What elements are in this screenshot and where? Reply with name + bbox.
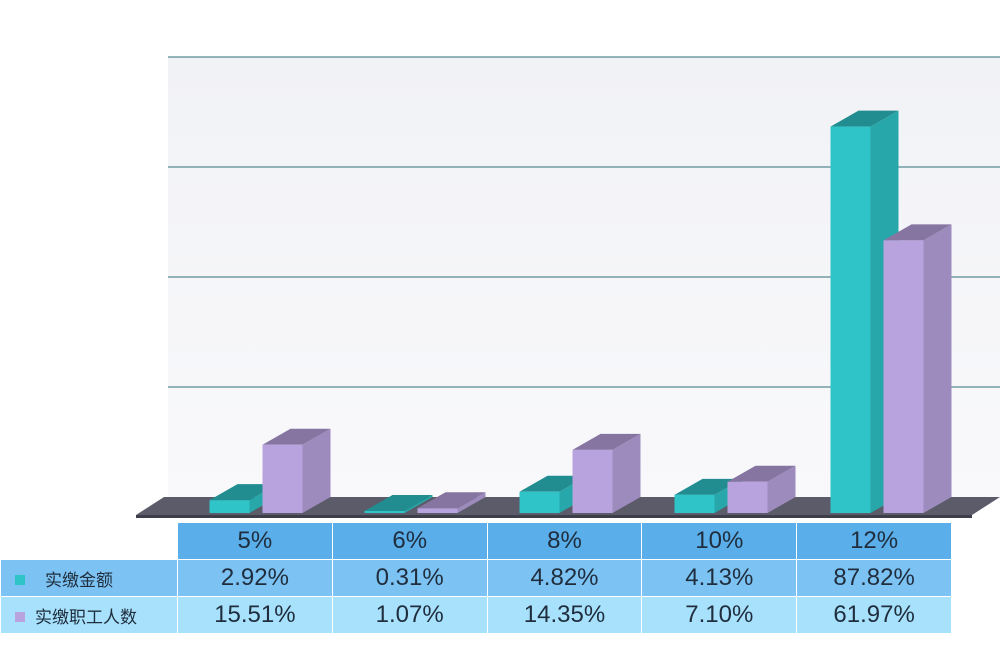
bar-top (519, 475, 588, 492)
legend-entry: 实缴职工人数 (0, 596, 178, 634)
bar-top (364, 495, 433, 511)
floor-edge (136, 515, 972, 518)
bar (830, 110, 899, 513)
bar-top (262, 428, 331, 445)
bar-top (572, 433, 641, 450)
data-table: 5% 6% 8% 10% 12% 实缴金额 2.92% 0.31% 4.82% … (0, 522, 952, 634)
bar (417, 492, 486, 513)
bar (572, 433, 641, 513)
legend-swatch (15, 574, 25, 585)
bar-front (209, 500, 250, 513)
bar-top (674, 478, 743, 495)
bar-side (302, 428, 331, 513)
bar-front (830, 126, 871, 513)
bar-top (209, 484, 278, 501)
series-name: 实缴金额 (45, 570, 113, 590)
category-label: 10% (641, 522, 798, 560)
bar-front (883, 240, 924, 513)
category-label: 6% (331, 522, 488, 560)
category-label: 12% (796, 522, 952, 560)
bar-front (674, 494, 715, 513)
bar-front (262, 444, 303, 513)
bar-front (417, 508, 458, 513)
bar-front (727, 481, 768, 513)
table-header-row: 5% 6% 8% 10% 12% (0, 522, 952, 560)
bar-side (404, 495, 433, 513)
data-label: 14.35% (486, 596, 643, 634)
category-label: 8% (486, 522, 643, 560)
data-label: 4.82% (486, 559, 643, 597)
category-label: 5% (177, 522, 333, 560)
data-label: 2.92% (177, 559, 333, 597)
bar (209, 484, 278, 513)
data-label: 87.82% (796, 559, 952, 597)
bar-top (830, 110, 899, 127)
bar (727, 465, 796, 513)
bar (364, 495, 433, 513)
bars (209, 110, 952, 513)
bar (262, 428, 331, 513)
table-row: 实缴职工人数 15.51% 1.07% 14.35% 7.10% 61.97% (0, 596, 952, 634)
bar-top (727, 465, 796, 482)
data-label: 1.07% (331, 596, 488, 634)
data-label: 61.97% (796, 596, 952, 634)
bar (883, 224, 952, 513)
table-corner (0, 522, 178, 560)
data-label: 4.13% (641, 559, 798, 597)
bar-side (457, 492, 486, 513)
data-label: 15.51% (177, 596, 333, 634)
table-row: 实缴金额 2.92% 0.31% 4.82% 4.13% 87.82% (0, 559, 952, 597)
bar-top (883, 224, 952, 241)
bar-front (364, 511, 405, 513)
bar-side (612, 433, 641, 513)
data-label: 7.10% (641, 596, 798, 634)
legend-entry: 实缴金额 (0, 559, 178, 597)
legend-swatch (15, 611, 25, 622)
data-label: 0.31% (331, 559, 488, 597)
bar-front (572, 449, 613, 513)
series-name: 实缴职工人数 (35, 607, 137, 627)
bar-side (767, 465, 796, 513)
bar-front (519, 491, 560, 513)
bar-side (923, 224, 952, 513)
bar-top (417, 492, 486, 509)
